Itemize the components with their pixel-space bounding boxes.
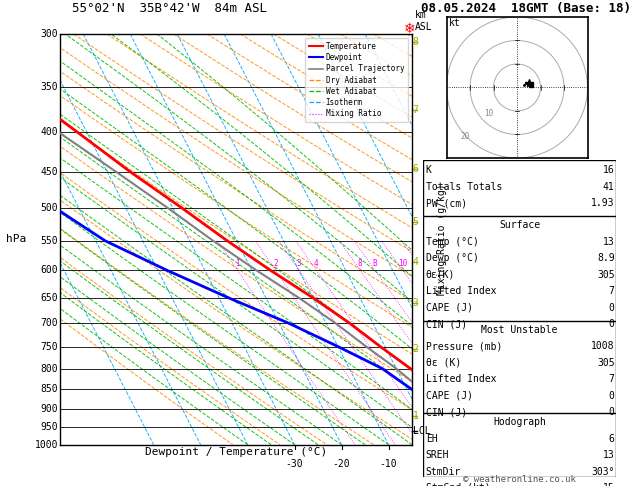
Text: 8: 8: [358, 260, 362, 268]
Text: 4: 4: [413, 257, 418, 267]
Text: 450: 450: [40, 167, 58, 177]
Text: Lifted Index: Lifted Index: [426, 374, 496, 384]
Text: 305: 305: [597, 358, 615, 368]
Text: ❄: ❄: [404, 22, 416, 36]
Text: Lifted Index: Lifted Index: [426, 286, 496, 296]
Text: 0: 0: [609, 303, 615, 313]
Text: 350: 350: [40, 82, 58, 91]
Text: 7: 7: [609, 374, 615, 384]
Text: 303°: 303°: [591, 467, 615, 477]
Text: Mixing Ratio (g/kg): Mixing Ratio (g/kg): [437, 184, 447, 295]
Text: CAPE (J): CAPE (J): [426, 303, 473, 313]
Text: 1000: 1000: [35, 440, 58, 450]
Text: © weatheronline.co.uk: © weatheronline.co.uk: [463, 474, 576, 484]
Text: 6: 6: [609, 434, 615, 444]
Text: Surface: Surface: [499, 220, 540, 230]
Text: θε(K): θε(K): [426, 270, 455, 280]
Text: 950: 950: [40, 422, 58, 432]
Text: 900: 900: [40, 404, 58, 414]
Text: 16: 16: [603, 165, 615, 175]
Text: B: B: [373, 260, 377, 268]
Text: 13: 13: [603, 237, 615, 247]
Text: 1.93: 1.93: [591, 198, 615, 208]
Text: 7: 7: [609, 286, 615, 296]
Text: EH: EH: [426, 434, 438, 444]
Text: 3: 3: [413, 298, 418, 308]
Text: 7: 7: [413, 105, 418, 115]
Text: 800: 800: [40, 364, 58, 374]
Text: 650: 650: [40, 293, 58, 303]
Text: 08.05.2024  18GMT (Base: 18): 08.05.2024 18GMT (Base: 18): [421, 1, 629, 15]
Text: 6: 6: [413, 163, 418, 174]
Text: PW (cm): PW (cm): [426, 198, 467, 208]
Text: hPa: hPa: [6, 234, 26, 244]
Text: 700: 700: [40, 318, 58, 328]
Text: 55°02'N  35B°42'W  84m ASL: 55°02'N 35B°42'W 84m ASL: [72, 1, 267, 15]
Text: 600: 600: [40, 265, 58, 276]
Text: 1: 1: [413, 411, 418, 421]
Text: 750: 750: [40, 342, 58, 351]
Text: 5: 5: [413, 217, 418, 226]
Text: θε (K): θε (K): [426, 358, 461, 368]
Legend: Temperature, Dewpoint, Parcel Trajectory, Dry Adiabat, Wet Adiabat, Isotherm, Mi: Temperature, Dewpoint, Parcel Trajectory…: [305, 38, 408, 122]
Text: 0: 0: [609, 391, 615, 401]
Text: Most Unstable: Most Unstable: [481, 325, 558, 335]
Text: 0: 0: [609, 407, 615, 417]
Text: 8.9: 8.9: [597, 253, 615, 263]
Text: km
ASL: km ASL: [415, 10, 433, 32]
X-axis label: Dewpoint / Temperature (°C): Dewpoint / Temperature (°C): [145, 448, 327, 457]
Text: 2: 2: [413, 344, 418, 354]
Text: 3: 3: [297, 260, 301, 268]
Text: 305: 305: [597, 270, 615, 280]
Text: 10: 10: [398, 260, 408, 268]
Text: 4: 4: [314, 260, 319, 268]
Text: -10: -10: [380, 459, 398, 469]
Text: StmSpd (kt): StmSpd (kt): [426, 483, 491, 486]
Text: Pressure (mb): Pressure (mb): [426, 341, 502, 351]
Text: 500: 500: [40, 203, 58, 213]
Text: -20: -20: [333, 459, 350, 469]
Text: CIN (J): CIN (J): [426, 319, 467, 330]
Text: kt: kt: [449, 18, 460, 28]
Text: SREH: SREH: [426, 450, 449, 460]
Text: 13: 13: [603, 450, 615, 460]
Text: 0: 0: [609, 319, 615, 330]
Text: 8: 8: [413, 37, 418, 47]
Text: Totals Totals: Totals Totals: [426, 182, 502, 192]
Text: 1008: 1008: [591, 341, 615, 351]
Text: Dewp (°C): Dewp (°C): [426, 253, 479, 263]
Text: K: K: [426, 165, 431, 175]
Text: LCL: LCL: [413, 426, 430, 436]
Text: 300: 300: [40, 29, 58, 39]
Text: 2: 2: [273, 260, 278, 268]
Text: 1: 1: [235, 260, 240, 268]
Text: 400: 400: [40, 127, 58, 137]
Text: StmDir: StmDir: [426, 467, 461, 477]
Text: CAPE (J): CAPE (J): [426, 391, 473, 401]
Text: Temp (°C): Temp (°C): [426, 237, 479, 247]
Text: 10: 10: [484, 109, 493, 118]
Text: 20: 20: [460, 132, 470, 141]
Text: 15: 15: [603, 483, 615, 486]
Text: -30: -30: [286, 459, 303, 469]
Text: 41: 41: [603, 182, 615, 192]
Text: Hodograph: Hodograph: [493, 417, 546, 427]
Text: 850: 850: [40, 384, 58, 394]
Text: 550: 550: [40, 236, 58, 246]
Text: CIN (J): CIN (J): [426, 407, 467, 417]
